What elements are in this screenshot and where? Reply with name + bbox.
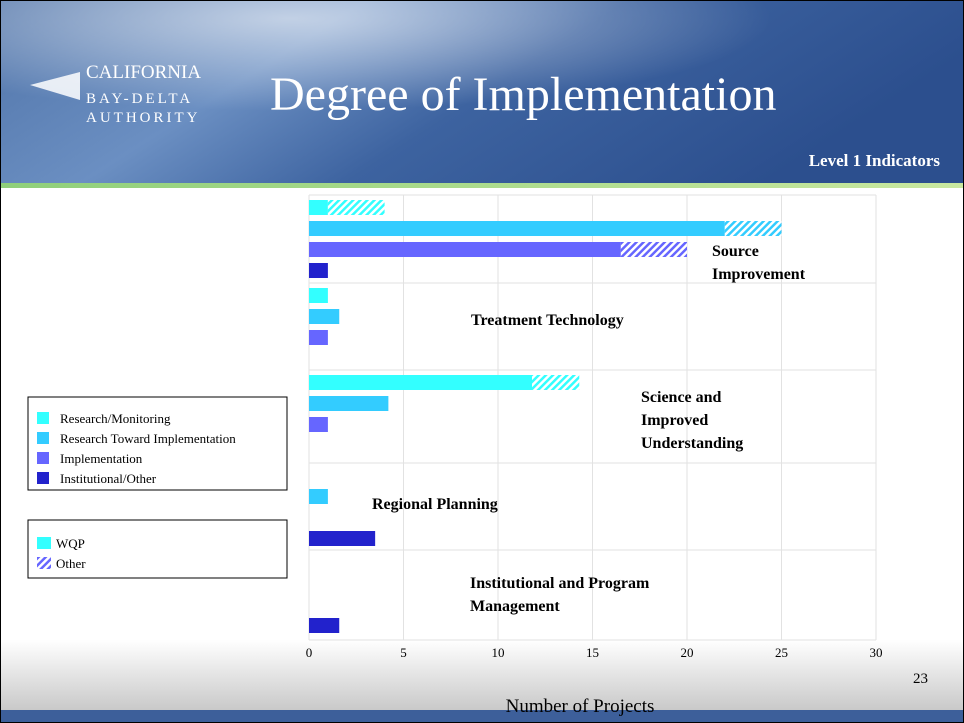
x-tick-label: 25: [775, 645, 788, 660]
bar: [309, 309, 340, 324]
x-tick-label: 15: [586, 645, 599, 660]
bar: [309, 263, 328, 278]
legend-label: Institutional/Other: [60, 471, 157, 486]
x-tick-label: 30: [870, 645, 883, 660]
legend-swatch: [37, 557, 51, 569]
legend-label: Other: [56, 556, 86, 571]
group-label: Understanding: [641, 435, 743, 452]
plot: 0 5 10 15 20 25 30 Number of Projects Source Impr…: [306, 194, 883, 717]
bar: [309, 242, 621, 257]
bar: [309, 288, 328, 303]
header-rule: [0, 183, 964, 188]
logo-line: AUTHORITY: [86, 110, 201, 126]
bar: [309, 417, 328, 432]
legend-swatch: [37, 452, 49, 464]
logo-arrow: [30, 72, 80, 100]
page-number: 23: [913, 671, 928, 687]
slide-subtitle: Level 1 Indicators: [809, 151, 941, 170]
bar: [309, 375, 533, 390]
group-label: Improved: [641, 412, 708, 429]
legend-label: Research Toward Implementation: [60, 431, 236, 446]
bar-segment-other: [620, 242, 687, 257]
x-tick-label: 5: [400, 645, 407, 660]
bar: [309, 221, 725, 236]
group-label: Institutional and Program: [470, 575, 650, 592]
footer-band: [0, 640, 964, 723]
bar: [309, 618, 340, 633]
footer-rule: [0, 710, 964, 723]
legend-swatch: [37, 472, 49, 484]
legend-box: [27, 396, 288, 491]
group-label: Treatment Technology: [471, 312, 624, 329]
legend-box: [27, 519, 288, 579]
legend-swatch: [37, 432, 49, 444]
header-clouds: [0, 0, 964, 185]
legend-swatch: [37, 537, 51, 549]
x-tick-label: 20: [681, 645, 694, 660]
bar-segment-other: [532, 375, 580, 390]
logo-line: CALIFORNIA: [86, 62, 201, 83]
legend-label: WQP: [56, 536, 85, 551]
bar: [309, 200, 328, 215]
bar-segment-other: [327, 200, 385, 215]
bar-segment-other: [724, 221, 782, 236]
x-tick-label: 10: [492, 645, 505, 660]
group-label: Science and: [641, 389, 722, 406]
bar: [309, 489, 328, 504]
group-label: Source: [712, 243, 759, 260]
group-label: Management: [470, 598, 560, 615]
logo-line: BAY-DELTA: [86, 91, 193, 107]
legend-swatch: [37, 412, 49, 424]
x-tick-label: 0: [306, 645, 313, 660]
bar: [309, 330, 328, 345]
bar: [309, 396, 389, 411]
legend-label: Implementation: [60, 451, 143, 466]
slide-title: Degree of Implementation: [270, 68, 776, 121]
x-axis-label: Number of Projects: [506, 696, 655, 717]
legend-label: Research/Monitoring: [60, 411, 171, 426]
bar: [309, 531, 376, 546]
group-label: Regional Planning: [372, 496, 498, 513]
group-label: Improvement: [712, 266, 806, 283]
